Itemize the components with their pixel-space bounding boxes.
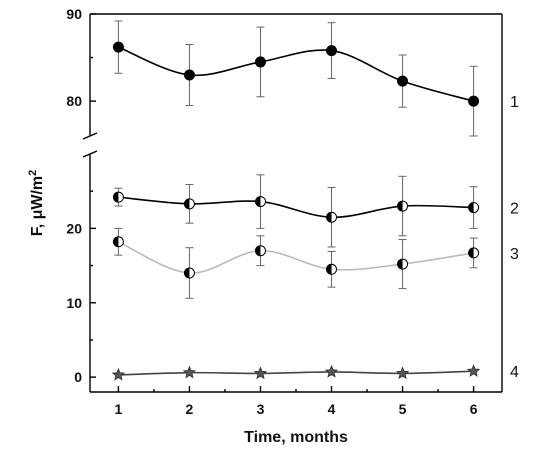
data-point — [324, 364, 339, 378]
y-tick-label: 0 — [74, 369, 82, 385]
series-label: 1 — [510, 94, 519, 111]
marker-half — [113, 192, 119, 203]
series-3: 3 — [112, 227, 519, 299]
series-line — [118, 370, 474, 376]
marker-half — [468, 202, 474, 213]
marker-half — [326, 212, 332, 223]
data-point — [111, 367, 126, 381]
marker-half — [184, 268, 190, 278]
data-point — [182, 365, 197, 379]
y-axis-title: F, μW/m2 — [27, 170, 46, 237]
marker-half — [255, 245, 261, 256]
data-point — [183, 69, 195, 81]
data-point — [183, 267, 195, 279]
data-point — [397, 75, 409, 87]
series-line — [118, 46, 474, 102]
data-point — [112, 191, 124, 203]
marker-half — [113, 236, 119, 247]
data-point — [397, 200, 409, 212]
y-tick-label: 20 — [66, 220, 82, 236]
series-1: 1 — [112, 20, 519, 137]
data-point — [254, 56, 266, 68]
x-tick-label: 2 — [186, 401, 194, 417]
marker-half — [326, 264, 332, 275]
marker-half — [255, 196, 261, 207]
data-point — [397, 258, 409, 270]
y-tick-label: 90 — [66, 6, 82, 22]
series-label: 3 — [510, 246, 519, 263]
x-tick-label: 4 — [328, 401, 336, 417]
data-point — [326, 263, 338, 275]
plot-area — [82, 13, 503, 393]
axis-break-mark — [82, 132, 98, 140]
series-line — [118, 241, 474, 274]
series-2: 2 — [112, 174, 519, 248]
data-point — [468, 247, 480, 259]
x-axis-title: Time, months — [244, 429, 348, 446]
data-point — [466, 364, 481, 377]
data-point — [395, 366, 410, 380]
axis-break-mark — [82, 150, 98, 158]
series-4: 4 — [111, 364, 519, 381]
marker-half — [468, 247, 474, 258]
series-layer: 1 2 3 4 — [111, 20, 519, 381]
data-point — [112, 41, 124, 53]
data-point — [254, 196, 266, 208]
y-tick-label: 10 — [66, 295, 82, 311]
data-point — [253, 366, 268, 380]
data-point — [254, 245, 266, 257]
x-tick-label: 1 — [115, 401, 123, 417]
data-point — [183, 198, 195, 210]
series-label: 4 — [510, 364, 519, 381]
x-tick-label: 6 — [470, 401, 478, 417]
x-tick-label: 5 — [399, 401, 407, 417]
series-label: 2 — [510, 201, 519, 218]
series-line — [118, 196, 474, 219]
marker-half — [397, 259, 403, 270]
marker-half — [184, 198, 190, 209]
tick-layer: 1 2 3 4 5 6 0 10 20 80 90 — [66, 6, 477, 417]
data-point — [326, 45, 338, 57]
marker-half — [397, 201, 403, 212]
data-point — [112, 236, 124, 248]
x-tick-label: 3 — [257, 401, 265, 417]
data-point — [468, 202, 480, 214]
data-point — [326, 211, 338, 223]
y-tick-label: 80 — [66, 93, 82, 109]
data-point — [468, 95, 480, 107]
